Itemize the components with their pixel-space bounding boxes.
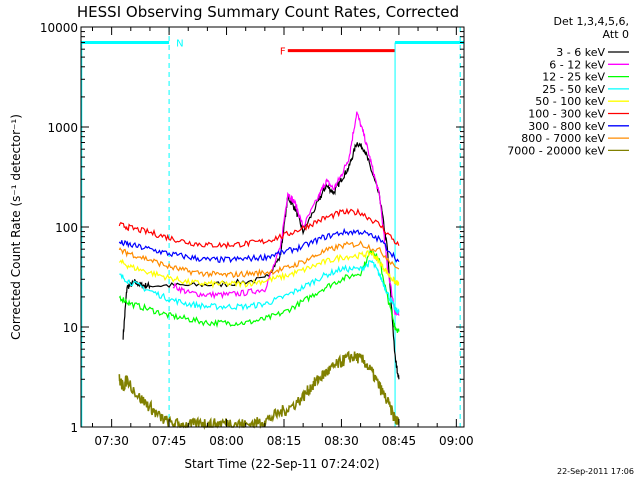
y-tick-label: 1 <box>70 421 78 435</box>
night-label: N <box>176 38 183 49</box>
series-line-1 <box>172 111 400 317</box>
series-line-4 <box>118 250 400 289</box>
legend-entry-label: 100 - 300 keV <box>528 108 605 121</box>
x-tick-label: 08:15 <box>267 434 302 448</box>
y-tick-label: 10 <box>63 321 78 335</box>
x-tick-label: 07:30 <box>94 434 129 448</box>
legend-entry-label: 7000 - 20000 keV <box>507 144 605 157</box>
legend-entry-label: 300 - 800 keV <box>528 120 605 133</box>
legend-entry-label: 3 - 6 keV <box>556 46 605 59</box>
axes: 1 10 100 1000 10000 07:30 07:45 08:00 08:15 08:30… <box>40 21 474 448</box>
plot-area: NF <box>81 27 464 430</box>
series-line-8 <box>118 350 400 430</box>
y-tick-label: 100 <box>55 221 78 235</box>
series-line-3 <box>119 259 400 315</box>
flare-label: F <box>280 47 286 58</box>
x-tick-label: 08:30 <box>324 434 359 448</box>
legend-entry-label: 6 - 12 keV <box>549 58 605 71</box>
x-tick-label: 07:45 <box>152 434 187 448</box>
x-tick-label: 08:00 <box>209 434 244 448</box>
series-line-2 <box>118 248 400 334</box>
plot-frame <box>80 26 465 428</box>
y-axis-label: Corrected Count Rate (s⁻¹ detector⁻¹) <box>9 114 23 340</box>
legend-entry-label: 12 - 25 keV <box>542 71 605 84</box>
x-tick-label: 08:45 <box>382 434 417 448</box>
x-axis-label: Start Time (22-Sep-11 07:24:02) <box>184 457 379 471</box>
y-tick-label: 1000 <box>47 121 78 135</box>
legend-entry-label: 50 - 100 keV <box>535 95 605 108</box>
legend-header-detectors: Det 1,3,4,5,6, <box>553 15 629 28</box>
series-line-0 <box>122 142 400 380</box>
chart-title: HESSI Observing Summary Count Rates, Cor… <box>77 3 459 21</box>
date-stamp: 22-Sep-2011 17:06 <box>557 467 634 476</box>
legend-entry-label: 800 - 7000 keV <box>521 132 605 145</box>
legend-header-attenuator: Att 0 <box>603 28 629 41</box>
series-line-7 <box>118 240 400 279</box>
series-line-5 <box>118 207 400 250</box>
y-tick-label: 10000 <box>40 21 78 35</box>
x-tick-label: 09:00 <box>439 434 474 448</box>
series-line-6 <box>118 227 400 264</box>
legend-entry-label: 25 - 50 keV <box>542 83 605 96</box>
